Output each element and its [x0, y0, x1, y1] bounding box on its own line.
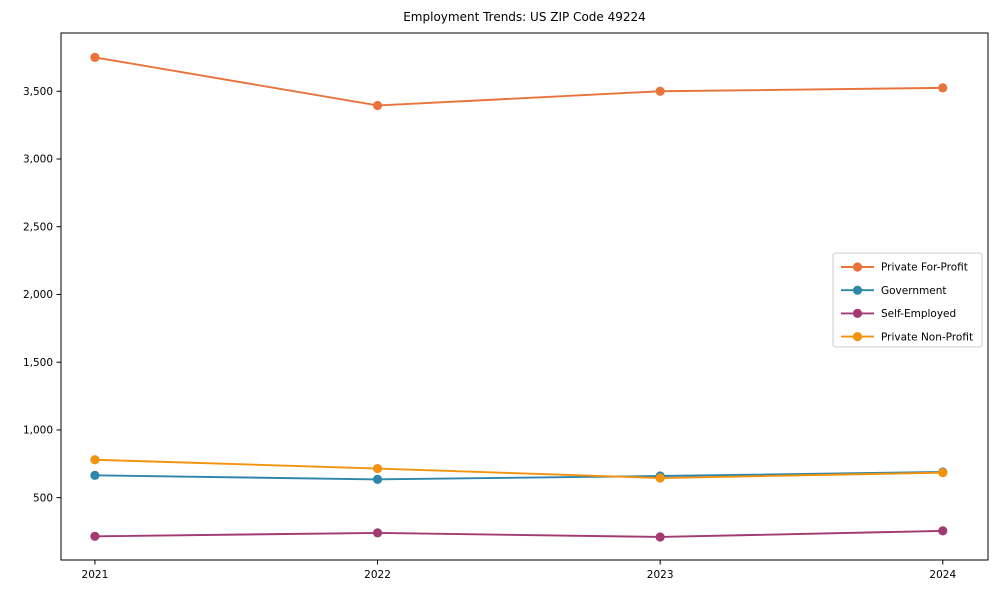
- data-point: [372, 528, 383, 538]
- data-point: [655, 473, 665, 483]
- data-point: [90, 470, 100, 480]
- legend-label: Private For-Profit: [881, 262, 968, 274]
- legend-label: Government: [881, 285, 946, 297]
- series-layer: [90, 52, 948, 542]
- series-line-private-for-profit: [94, 56, 943, 107]
- x-tick-label: 2023: [647, 569, 674, 581]
- y-tick-label: 1,000: [23, 425, 53, 437]
- data-point: [938, 526, 948, 536]
- data-point: [655, 86, 665, 96]
- data-point: [90, 455, 100, 465]
- data-point: [938, 83, 948, 93]
- legend-marker: [852, 308, 863, 318]
- legend-marker: [852, 285, 863, 295]
- legend-item: Government: [841, 285, 946, 297]
- legend-marker: [852, 262, 863, 272]
- x-tick-label: 2024: [929, 569, 956, 581]
- data-point: [372, 100, 383, 111]
- data-point: [938, 468, 948, 478]
- x-tick-label: 2021: [82, 569, 109, 581]
- series-line-private-non-profit: [94, 458, 943, 479]
- data-point: [90, 52, 100, 62]
- data-point: [655, 532, 665, 542]
- x-axis: 2021 2022 2023 2024: [82, 560, 956, 581]
- chart-title: Employment Trends: US ZIP Code 49224: [403, 10, 646, 24]
- y-tick-label: 2,500: [23, 221, 53, 233]
- y-axis: 500 1,000 1,500 2,000 2,500 3,000 3,500: [23, 86, 61, 504]
- legend-box: [832, 252, 983, 348]
- plot-frame: [60, 32, 989, 561]
- series-line-government: [94, 470, 943, 481]
- y-tick-label: 500: [33, 492, 53, 504]
- legend-label: Self-Employed: [881, 308, 956, 320]
- y-tick-label: 1,500: [23, 357, 53, 369]
- legend-item: Self-Employed: [841, 308, 956, 320]
- x-tick-label: 2022: [364, 569, 391, 581]
- legend-item: Private Non-Profit: [841, 331, 973, 343]
- y-tick-label: 3,000: [23, 154, 53, 166]
- legend: Private For-Profit Government Self-Employe…: [832, 252, 983, 348]
- y-tick-label: 2,000: [23, 289, 53, 301]
- data-point: [90, 531, 100, 541]
- data-point: [372, 474, 383, 484]
- series-line-self-employed: [94, 529, 943, 538]
- y-tick-label: 3,500: [23, 86, 53, 98]
- legend-marker: [852, 332, 863, 342]
- legend-item: Private For-Profit: [841, 262, 968, 274]
- data-point: [372, 463, 383, 474]
- legend-label: Private Non-Profit: [881, 331, 973, 343]
